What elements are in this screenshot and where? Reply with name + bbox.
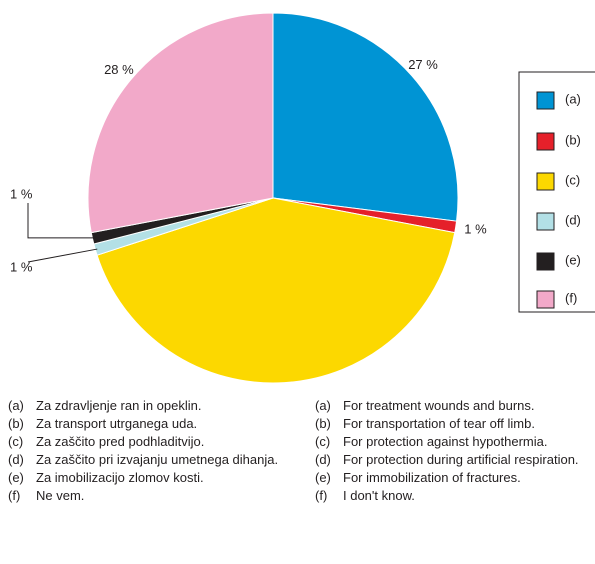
leader-line xyxy=(27,248,98,263)
chart: 27 % 1 % 42 % 1 % 1 % 28 % (a) (b) (c) (d) (e) (f) xyxy=(10,12,595,390)
legend-label: (b) xyxy=(565,132,581,147)
caption-key: (d) xyxy=(8,452,24,467)
caption-row: (b) For transportation of tear off limb. xyxy=(315,415,595,433)
caption-text: Za imobilizacijo zlomov kosti. xyxy=(36,470,204,485)
caption-text: For immobilization of fractures. xyxy=(343,470,521,485)
caption-row: (e) Za imobilizacijo zlomov kosti. xyxy=(8,469,298,487)
legend-label: (d) xyxy=(565,212,581,227)
leader-line xyxy=(27,203,95,239)
value-label: 27 % xyxy=(408,57,438,72)
legend-swatch xyxy=(536,252,555,271)
caption-key: (f) xyxy=(8,488,21,503)
caption-row: (f) I don't know. xyxy=(315,487,595,505)
value-label: 1 % xyxy=(10,259,33,274)
caption-text: Za zdravljenje ran in opeklin. xyxy=(36,398,202,413)
legend-label: (f) xyxy=(565,290,577,305)
caption-text: Ne vem. xyxy=(36,488,85,503)
caption-row: (c) Za zaščito pred podhladitvijo. xyxy=(8,433,298,451)
caption-key: (c) xyxy=(8,434,24,449)
caption-key: (e) xyxy=(315,470,331,485)
caption-key: (f) xyxy=(315,488,328,503)
caption-key: (a) xyxy=(8,398,24,413)
caption-left: (a) Za zdravljenje ran in opeklin. (b) Za t… xyxy=(8,397,298,505)
legend-swatch xyxy=(536,172,555,191)
legend-box xyxy=(518,71,595,313)
legend-label: (e) xyxy=(565,252,581,267)
caption-text: For transportation of tear off limb. xyxy=(343,416,535,431)
value-label: 1 % xyxy=(10,186,33,201)
caption-key: (c) xyxy=(315,434,331,449)
value-label: 1 % xyxy=(464,222,487,237)
legend-swatch xyxy=(536,212,555,231)
legend-label: (c) xyxy=(565,172,580,187)
caption-text: Za zaščito pri izvajanju umetnega dihanj… xyxy=(36,452,279,467)
pie-slice xyxy=(272,12,459,222)
caption-right: (a) For treatment wounds and burns. (b) For… xyxy=(315,397,595,505)
legend-swatch xyxy=(536,290,555,309)
pie-slice xyxy=(87,12,274,234)
legend-swatch xyxy=(536,132,555,151)
caption-row: (b) Za transport utrganega uda. xyxy=(8,415,298,433)
caption-row: (a) For treatment wounds and burns. xyxy=(315,397,595,415)
caption-key: (d) xyxy=(315,452,331,467)
caption-text: Za zaščito pred podhladitvijo. xyxy=(36,434,205,449)
caption-key: (b) xyxy=(315,416,331,431)
caption-row: (d) For protection during artificial resp… xyxy=(315,451,595,469)
caption-key: (b) xyxy=(8,416,24,431)
caption-key: (e) xyxy=(8,470,24,485)
caption-text: For treatment wounds and burns. xyxy=(343,398,535,413)
caption-key: (a) xyxy=(315,398,331,413)
pie-slice xyxy=(96,197,456,384)
caption-text: For protection against hypothermia. xyxy=(343,434,548,449)
caption-row: (f) Ne vem. xyxy=(8,487,298,505)
caption-text: Za transport utrganega uda. xyxy=(36,416,198,431)
value-label: 28 % xyxy=(104,62,134,77)
legend-swatch xyxy=(536,91,555,110)
legend-label: (a) xyxy=(565,91,581,106)
caption-text: I don't know. xyxy=(343,488,415,503)
caption-row: (a) Za zdravljenje ran in opeklin. xyxy=(8,397,298,415)
caption-row: (e) For immobilization of fractures. xyxy=(315,469,595,487)
caption-row: (d) Za zaščito pri izvajanju umetnega dih… xyxy=(8,451,298,469)
caption-row: (c) For protection against hypothermia. xyxy=(315,433,595,451)
value-label: 42 % xyxy=(271,389,301,390)
caption-text: For protection during artificial respira… xyxy=(343,452,579,467)
